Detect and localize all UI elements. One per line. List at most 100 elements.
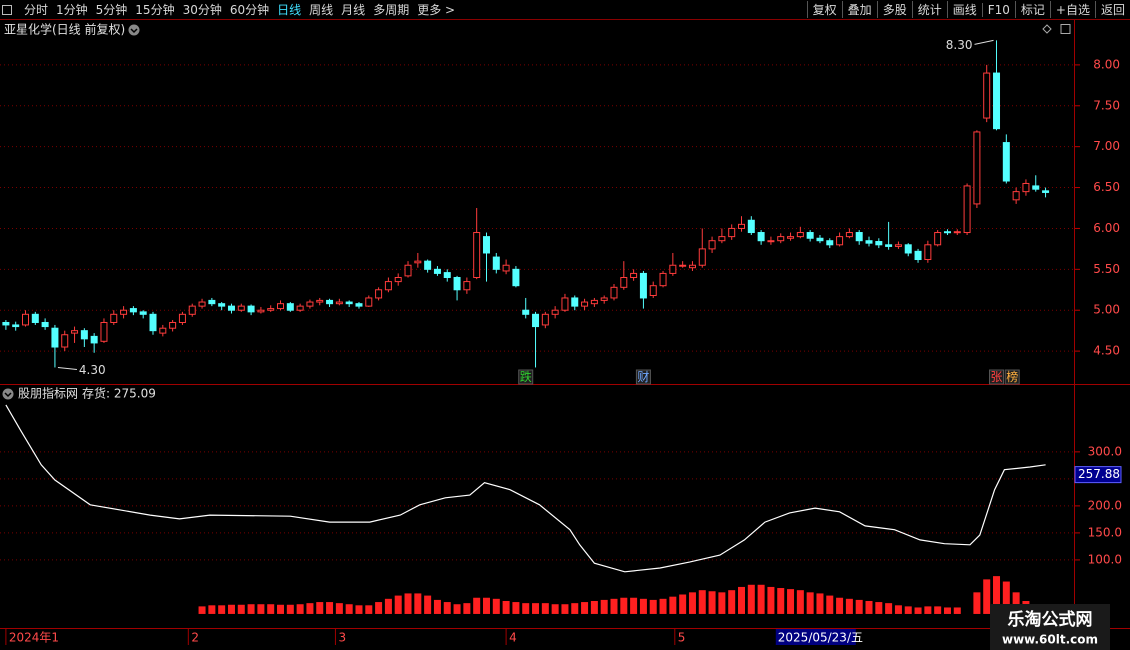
- candle-body: [836, 236, 844, 246]
- toolbar-button[interactable]: 5分钟: [95, 3, 128, 17]
- indicator-bar: [404, 593, 412, 614]
- y-tick-label: 4.50: [1093, 344, 1120, 358]
- candle-body: [61, 334, 69, 348]
- indicator-bar: [983, 579, 991, 614]
- toolbar-button[interactable]: +自选: [1049, 1, 1095, 18]
- candle-body: [581, 301, 589, 307]
- indicator-bar: [836, 597, 844, 614]
- indicator-bar: [492, 598, 500, 614]
- toolbar-button[interactable]: 更多 >: [417, 3, 456, 17]
- candle-body: [482, 236, 490, 254]
- candle-body: [316, 299, 324, 303]
- toolbar-button[interactable]: 复权: [806, 1, 842, 18]
- indicator-bar: [639, 598, 647, 614]
- watermark-url: www.60lt.com: [1002, 633, 1098, 647]
- candle-body: [639, 272, 647, 299]
- candle-body: [561, 297, 569, 311]
- indicator-bar: [296, 604, 304, 614]
- toolbar-button[interactable]: 标记: [1014, 1, 1050, 18]
- candle-body: [335, 301, 343, 305]
- toolbar-button[interactable]: 60分钟: [229, 3, 270, 17]
- candle-body: [512, 268, 520, 287]
- candle-body: [688, 264, 696, 269]
- diamond-icon[interactable]: [1042, 24, 1052, 34]
- annotation-arrow: [57, 366, 77, 370]
- toolbar-button[interactable]: 周线: [309, 3, 334, 17]
- tool-buttons: 复权 叠加 多股 统计 画线 F10 标记 +自选 返回: [806, 1, 1130, 18]
- toolbar-button[interactable]: 返回: [1094, 1, 1130, 18]
- candle-body: [1002, 142, 1010, 182]
- event-box: [518, 369, 534, 385]
- candle-body: [1012, 191, 1020, 201]
- dropdown-icon[interactable]: [128, 24, 140, 36]
- indicator-bar: [757, 584, 765, 614]
- candle-body: [816, 237, 824, 242]
- indicator-bar: [198, 606, 206, 614]
- dropdown-icon[interactable]: [2, 388, 14, 400]
- toolbar-button[interactable]: 叠加: [841, 1, 877, 18]
- candle-body: [80, 330, 88, 340]
- event-box: [635, 369, 651, 385]
- indicator-bar: [924, 606, 932, 614]
- indicator-bar: [904, 606, 912, 614]
- candle-body: [110, 313, 118, 323]
- indicator-bar: [208, 605, 216, 614]
- toolbar-button[interactable]: 统计: [911, 1, 947, 18]
- menu-icon[interactable]: [2, 4, 12, 15]
- candle-body: [993, 72, 1001, 130]
- candle-body: [845, 232, 853, 238]
- x-tick-label: 5: [678, 631, 686, 645]
- toolbar-button[interactable]: 多周期: [373, 3, 410, 17]
- toolbar-button[interactable]: 画线: [946, 1, 982, 18]
- watermark-box: [990, 604, 1110, 650]
- indicator-bar: [777, 588, 785, 614]
- panel-icon[interactable]: [1060, 24, 1071, 34]
- candle-body: [159, 327, 167, 334]
- candle-body: [149, 313, 157, 332]
- indicator-bar: [227, 604, 235, 614]
- stock-title: 亚星化学(日线 前复权): [4, 22, 125, 37]
- indicator-bar: [247, 604, 255, 614]
- indicator-bar: [738, 586, 746, 614]
- candle-body: [551, 309, 559, 315]
- candle-body: [522, 309, 530, 315]
- indicator-bar: [424, 595, 432, 614]
- annotation-label: 4.30: [79, 363, 106, 377]
- candle-body: [708, 240, 716, 250]
- candle-body: [875, 241, 883, 246]
- event-label: 跌: [520, 369, 532, 384]
- candle-body: [375, 289, 383, 299]
- toolbar-button[interactable]: 15分钟: [135, 3, 175, 17]
- toolbar-button[interactable]: 多股: [876, 1, 912, 18]
- candle-body: [610, 286, 618, 299]
- indicator-bar: [688, 592, 696, 614]
- indicator-bar: [796, 590, 804, 614]
- candle-body: [384, 281, 392, 291]
- candle-body: [296, 305, 304, 311]
- indicator-bar: [698, 590, 706, 614]
- toolbar-button[interactable]: F10: [981, 2, 1015, 17]
- candle-body: [679, 264, 687, 267]
- candle-body: [630, 272, 638, 279]
- toolbar-button[interactable]: 分时: [24, 3, 49, 17]
- toolbar-button[interactable]: 日线: [277, 3, 302, 17]
- current-value-label: 257.88: [1078, 467, 1120, 481]
- y-tick-label: 150.0: [1088, 525, 1122, 539]
- indicator-bar: [806, 592, 814, 614]
- toolbar: 分时 1分钟 5分钟 15分钟 30分钟 60分钟 日线 周线 月线 多周期 更多 > 复权 叠加 多股…: [0, 0, 1130, 20]
- toolbar-button[interactable]: 月线: [341, 3, 366, 17]
- indicator-bar: [286, 604, 294, 614]
- annotation-arrow: [974, 39, 994, 45]
- indicator-bar: [875, 602, 883, 614]
- indicator-bar: [885, 603, 893, 614]
- toolbar-button[interactable]: 30分钟: [182, 3, 222, 17]
- indicator-bar: [306, 603, 314, 614]
- candle-body: [198, 301, 206, 307]
- candle-body: [620, 277, 628, 288]
- candle-body: [953, 231, 961, 234]
- candle-body: [208, 299, 216, 305]
- current-value-box: [1074, 466, 1122, 484]
- candle-body: [414, 260, 422, 264]
- toolbar-button[interactable]: 1分钟: [56, 3, 88, 17]
